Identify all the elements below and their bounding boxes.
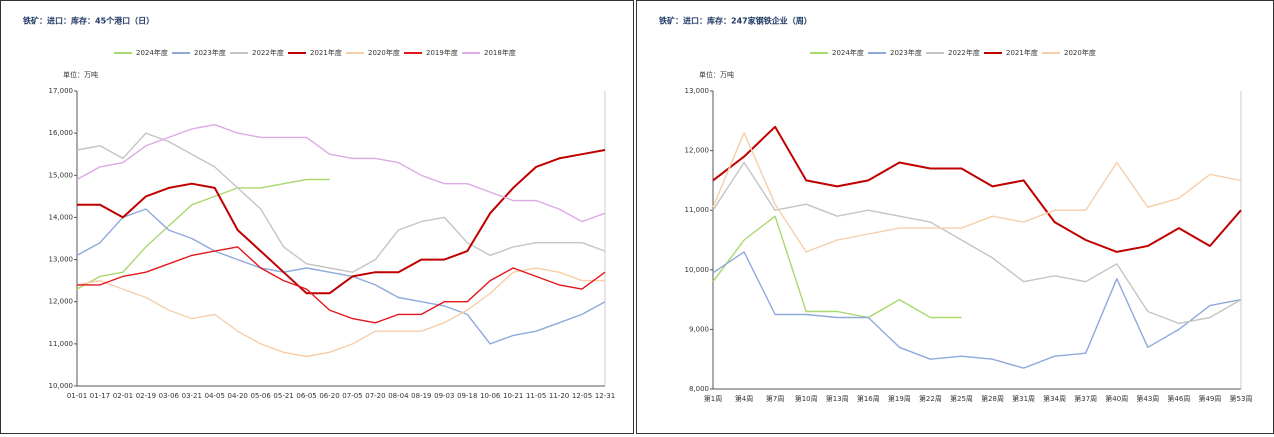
- x-tick-label: 12-05: [572, 392, 592, 400]
- x-tick-label: 01-01: [67, 392, 87, 400]
- y-tick-label: 12,000: [49, 298, 74, 306]
- y-tick-label: 11,000: [49, 340, 74, 348]
- x-tick-label: 02-01: [113, 392, 133, 400]
- x-tick-label: 05-06: [250, 392, 271, 400]
- legend-label: 2018年度: [484, 48, 516, 57]
- x-tick-label: 第40周: [1105, 394, 1128, 403]
- x-tick-label: 01-17: [90, 392, 110, 400]
- x-tick-label: 第16周: [857, 394, 880, 403]
- y-tick-label: 8,000: [689, 385, 709, 393]
- x-tick-label: 11-20: [549, 392, 569, 400]
- x-tick-label: 第13周: [826, 394, 849, 403]
- x-tick-label: 10-21: [503, 392, 523, 400]
- legend-label: 2022年度: [252, 48, 284, 57]
- x-tick-label: 第7周: [766, 394, 784, 403]
- y-tick-label: 10,000: [685, 266, 710, 274]
- chart: 铁矿：进口：库存：45个港口（日） 单位：万吨 2024年度 2023年度 2022年度…: [23, 16, 615, 401]
- x-tick-label: 第25周: [950, 394, 973, 403]
- x-tick-label: 第1周: [704, 394, 722, 403]
- x-tick-label: 第19周: [888, 394, 911, 403]
- x-tick-label: 第53周: [1230, 394, 1253, 403]
- y-tick-label: 16,000: [49, 129, 74, 137]
- x-tick-label: 第49周: [1198, 394, 1221, 403]
- x-tick-label: 07-20: [365, 392, 385, 400]
- x-tick-label: 第34周: [1043, 394, 1066, 403]
- x-tick-label: 11-05: [526, 392, 546, 400]
- x-tick-label: 06-05: [296, 392, 316, 400]
- series-line: [76, 267, 605, 358]
- chart-title: 铁矿：进口：库存：45个港口（日）: [23, 16, 154, 26]
- x-tick-label: 08-04: [388, 392, 409, 400]
- y-tick-label: 17,000: [49, 87, 74, 95]
- x-tick-label: 12-31: [595, 392, 615, 400]
- x-tick-label: 第10周: [795, 394, 818, 403]
- legend-label: 2020年度: [368, 48, 400, 57]
- x-tick-label: 第28周: [981, 394, 1004, 403]
- y-tick-label: 11,000: [685, 206, 710, 214]
- legend-label: 2021年度: [1006, 48, 1038, 57]
- legend-label: 2023年度: [890, 48, 922, 57]
- y-tick-label: 14,000: [49, 213, 74, 221]
- x-tick-label: 07-05: [342, 392, 362, 400]
- legend-label: 2021年度: [310, 48, 342, 57]
- x-tick-label: 04-20: [228, 392, 248, 400]
- x-tick-label: 05-21: [273, 392, 293, 400]
- series-line: [77, 149, 606, 295]
- x-tick-label: 第43周: [1136, 394, 1159, 403]
- chart: 铁矿：进口：库存：247家钢铁企业（周） 单位：万吨 2024年度 2023年度 202…: [659, 16, 1253, 404]
- series-line: [76, 208, 606, 345]
- legend-label: 2024年度: [136, 48, 168, 57]
- x-tick-label: 09-18: [457, 392, 477, 400]
- x-tick-label: 03-06: [159, 392, 180, 400]
- series-line: [76, 178, 330, 290]
- series-line: [712, 132, 1242, 253]
- y-tick-label: 10,000: [49, 382, 74, 390]
- legend-label: 2023年度: [194, 48, 226, 57]
- series-line: [712, 161, 1242, 325]
- legend-label: 2019年度: [426, 48, 458, 57]
- unit-label: 单位：万吨: [699, 70, 734, 79]
- legend-label: 2022年度: [948, 48, 980, 57]
- x-tick-label: 10-06: [480, 392, 501, 400]
- series-line: [712, 251, 1242, 369]
- x-tick-label: 第4周: [735, 394, 753, 403]
- series-line: [712, 215, 962, 319]
- panel: 铁矿：进口：库存：247家钢铁企业（周） 单位：万吨 2024年度 2023年度 202…: [636, 0, 1274, 434]
- legend-label: 2024年度: [832, 48, 864, 57]
- y-tick-label: 15,000: [49, 171, 74, 179]
- series-line: [76, 132, 606, 273]
- x-tick-label: 04-05: [205, 392, 225, 400]
- x-tick-label: 06-20: [319, 392, 339, 400]
- x-tick-label: 第46周: [1167, 394, 1190, 403]
- y-tick-label: 9,000: [689, 325, 709, 333]
- x-tick-label: 09-03: [434, 392, 454, 400]
- legend-label: 2020年度: [1064, 48, 1096, 57]
- x-tick-label: 第37周: [1074, 394, 1097, 403]
- series-line: [77, 246, 606, 324]
- x-tick-label: 08-19: [411, 392, 431, 400]
- chart-title: 铁矿：进口：库存：247家钢铁企业（周）: [659, 16, 812, 26]
- x-tick-label: 02-19: [136, 392, 156, 400]
- x-tick-label: 第31周: [1012, 394, 1035, 403]
- y-tick-label: 12,000: [685, 147, 710, 155]
- unit-label: 单位：万吨: [63, 70, 98, 79]
- series-line: [76, 124, 606, 223]
- panel: 铁矿：进口：库存：45个港口（日） 单位：万吨 2024年度 2023年度 2022年度…: [0, 0, 634, 434]
- y-tick-label: 13,000: [49, 256, 74, 264]
- x-tick-label: 03-21: [182, 392, 202, 400]
- x-tick-label: 第22周: [919, 394, 942, 403]
- series-line: [712, 125, 1242, 253]
- y-tick-label: 13,000: [685, 87, 710, 95]
